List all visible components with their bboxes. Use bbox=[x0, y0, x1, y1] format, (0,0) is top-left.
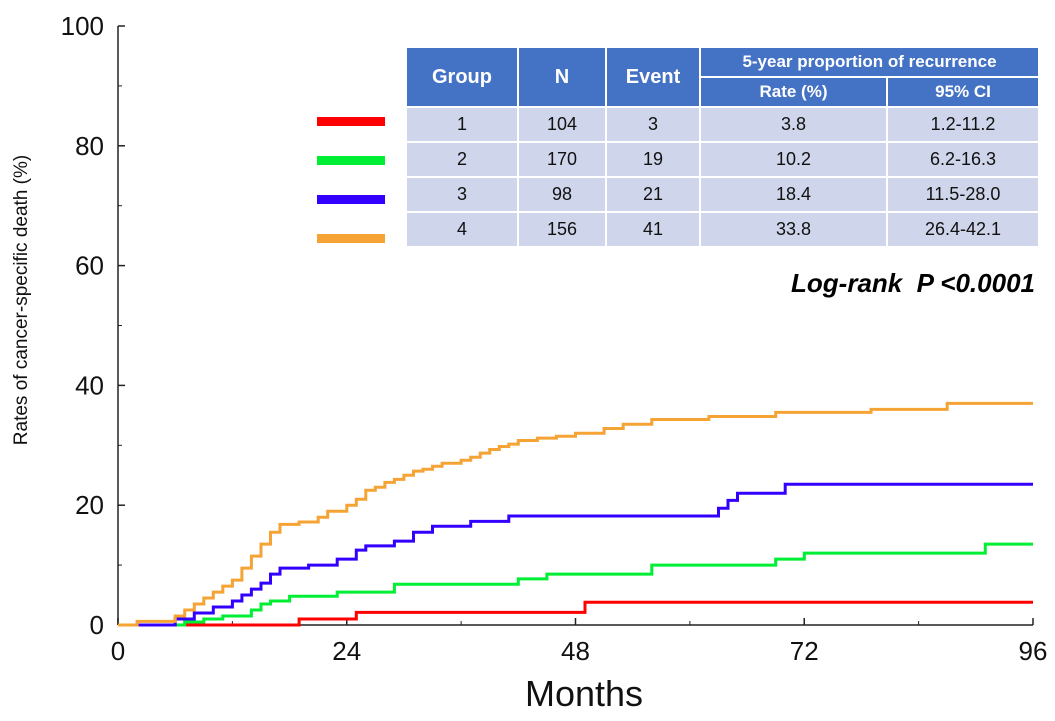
cell-ci: 26.4-42.1 bbox=[886, 211, 1040, 248]
x-tick-label: 72 bbox=[790, 636, 819, 666]
x-axis-label: Months bbox=[525, 673, 643, 714]
y-tick-label: 100 bbox=[61, 11, 104, 41]
header-ci: 95% CI bbox=[886, 76, 1040, 108]
cell-ci: 6.2-16.3 bbox=[886, 141, 1040, 178]
cell-ci: 1.2-11.2 bbox=[886, 106, 1040, 143]
summary-table: Group N Event 5-year proportion of recur… bbox=[405, 46, 1040, 248]
cell-event: 41 bbox=[605, 211, 701, 248]
header-n: N bbox=[517, 46, 607, 108]
series-line-group-3 bbox=[118, 482, 1033, 627]
table-row: 1 104 3 3.8 1.2-11.2 bbox=[405, 106, 1040, 143]
table-row: 4 156 41 33.8 26.4-42.1 bbox=[405, 211, 1040, 248]
legend-line-group-1 bbox=[317, 117, 385, 126]
cell-group: 2 bbox=[405, 141, 519, 178]
x-tick-label: 96 bbox=[1019, 636, 1048, 666]
x-tick-label: 24 bbox=[332, 636, 361, 666]
cell-rate: 18.4 bbox=[699, 176, 888, 213]
cell-event: 21 bbox=[605, 176, 701, 213]
series-line-group-2 bbox=[118, 542, 1033, 627]
legend-line-group-4 bbox=[317, 234, 385, 243]
table-row: 3 98 21 18.4 11.5-28.0 bbox=[405, 176, 1040, 213]
cell-rate: 33.8 bbox=[699, 211, 888, 248]
curves bbox=[118, 401, 1033, 627]
header-5yr-span: 5-year proportion of recurrence bbox=[699, 46, 1040, 78]
y-tick-label: 80 bbox=[75, 131, 104, 161]
y-tick-label: 60 bbox=[75, 251, 104, 281]
cell-rate: 10.2 bbox=[699, 141, 888, 178]
table-row: 2 170 19 10.2 6.2-16.3 bbox=[405, 141, 1040, 178]
cell-n: 98 bbox=[517, 176, 607, 213]
cell-ci: 11.5-28.0 bbox=[886, 176, 1040, 213]
series-line-group-1 bbox=[118, 600, 1033, 627]
header-rate: Rate (%) bbox=[699, 76, 888, 108]
x-tick-label: 0 bbox=[111, 636, 125, 666]
y-axis-label: Rates of cancer-specific death (%) bbox=[11, 155, 32, 445]
cell-event: 19 bbox=[605, 141, 701, 178]
y-tick-label: 40 bbox=[75, 370, 104, 400]
cell-group: 3 bbox=[405, 176, 519, 213]
cell-n: 170 bbox=[517, 141, 607, 178]
y-tick-label: 20 bbox=[75, 490, 104, 520]
cell-n: 104 bbox=[517, 106, 607, 143]
legend-line-group-3 bbox=[317, 195, 385, 204]
cell-n: 156 bbox=[517, 211, 607, 248]
cell-group: 1 bbox=[405, 106, 519, 143]
header-event: Event bbox=[605, 46, 701, 108]
cell-rate: 3.8 bbox=[699, 106, 888, 143]
x-tick-label: 48 bbox=[561, 636, 590, 666]
series-line-group-4 bbox=[118, 401, 1033, 627]
header-group: Group bbox=[405, 46, 519, 108]
y-tick-label: 0 bbox=[90, 610, 104, 640]
cell-event: 3 bbox=[605, 106, 701, 143]
legend-line-group-2 bbox=[317, 156, 385, 165]
cell-group: 4 bbox=[405, 211, 519, 248]
log-rank-annotation: Log-rank P <0.0001 bbox=[791, 268, 1035, 298]
